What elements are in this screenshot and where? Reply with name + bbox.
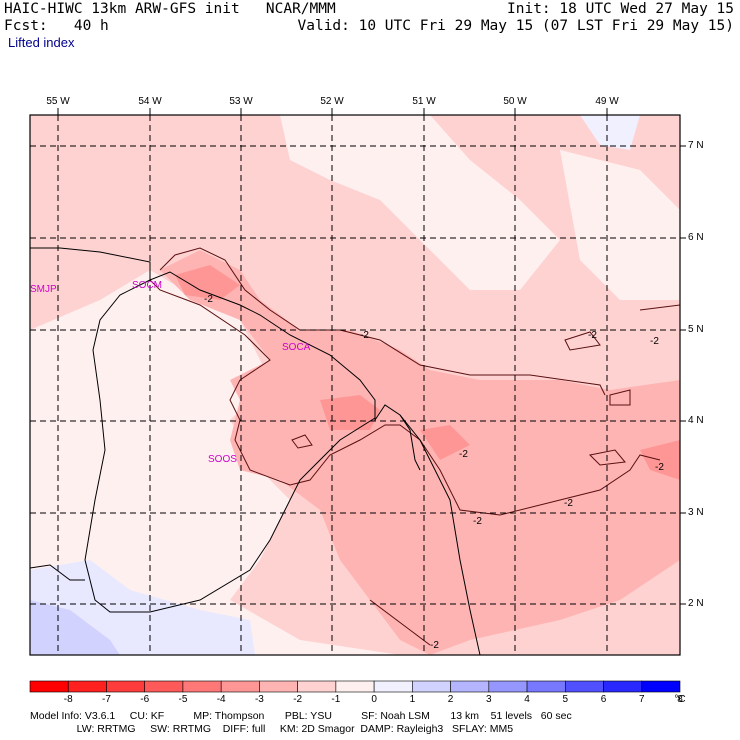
colorbar-swatch — [335, 680, 375, 693]
colorbar-tick-label: 4 — [524, 694, 530, 705]
colorbar-tick-label: 1 — [409, 694, 416, 705]
colorbar-tick-label: 5 — [562, 694, 569, 705]
model-info-line1: Model Info: V3.6.1 CU: KF MP: Thompson P… — [30, 710, 572, 722]
contour-label: -2 — [459, 449, 468, 460]
colorbar-tick-label: 7 — [638, 694, 645, 705]
colorbar-swatch — [564, 680, 604, 693]
colorbar-swatch — [526, 680, 566, 693]
colorbar — [29, 680, 681, 693]
colorbar-tick-label: -2 — [293, 694, 303, 705]
contour-label: -2 — [360, 330, 369, 341]
colorbar-swatch — [603, 680, 643, 693]
colorbar-tick-label: 3 — [486, 694, 492, 705]
forecast-hour: Fcst: 40 h — [4, 18, 109, 34]
colorbar-tick-label: 0 — [371, 694, 377, 705]
axis-ticks — [57, 108, 686, 605]
colorbar-swatch — [106, 680, 146, 693]
colorbar-swatch — [297, 680, 337, 693]
lat-label: 5 N — [688, 324, 704, 335]
field-name: Lifted index — [8, 35, 75, 50]
colorbar-tick-label: 2 — [447, 694, 454, 705]
lat-label: 3 N — [688, 507, 704, 518]
colorbar-tick-label: -7 — [102, 694, 111, 705]
lat-label: 4 N — [688, 415, 704, 426]
lat-label: 2 N — [688, 598, 704, 609]
valid-time: Valid: 10 UTC Fri 29 May 15 (07 LST Fri … — [297, 18, 735, 34]
lon-label: 55 W — [46, 96, 70, 107]
lat-label: 7 N — [688, 140, 704, 151]
colorbar-swatch — [412, 680, 451, 693]
colorbar-unit: °C — [674, 694, 686, 705]
lon-label: 51 W — [412, 96, 436, 107]
colorbar-tick-label: 8 — [677, 694, 683, 705]
colorbar-swatch — [373, 680, 413, 693]
init-time: Init: 18 UTC Wed 27 May 15 — [507, 1, 734, 17]
map-frame — [29, 114, 681, 656]
shaded-field — [30, 115, 680, 655]
model-title: HAIC-HIWC 13km ARW-GFS init NCAR/MMM — [4, 1, 336, 17]
contour-label: -2 — [430, 640, 439, 651]
colorbar-tick-label: -6 — [140, 694, 150, 705]
colorbar-swatch — [259, 680, 298, 693]
colorbar-swatch — [29, 680, 69, 693]
colorbar-swatch — [67, 680, 107, 693]
colorbar-swatch — [488, 680, 528, 693]
colorbar-swatch — [182, 680, 222, 693]
lon-label: 49 W — [595, 96, 619, 107]
colorbar-tick-label: -3 — [254, 694, 264, 705]
model-info-line2: LW: RRTMG SW: RRTMG DIFF: full KM: 2D Sm… — [30, 723, 514, 735]
contour-label: -2 — [204, 294, 213, 305]
colorbar-tick-label: -4 — [216, 694, 226, 705]
colorbar-tick-label: -5 — [178, 694, 188, 705]
contour-label: -2 — [564, 498, 573, 509]
station-soca: SOCA — [282, 342, 311, 353]
station-soos: SOOS — [208, 454, 237, 465]
colorbar-swatch — [144, 680, 184, 693]
colorbar-swatch — [450, 680, 490, 693]
contour-label: -2 — [655, 462, 664, 473]
colorbar-swatch — [641, 680, 681, 693]
lon-label: 52 W — [320, 96, 344, 107]
colorbar-tick-label: 6 — [600, 694, 607, 705]
lat-lon-grid — [30, 115, 680, 655]
colorbar-tick-label: -1 — [331, 694, 341, 705]
station-smjp: SMJP — [30, 284, 57, 295]
lon-label: 54 W — [138, 96, 162, 107]
colorbar-tick-label: -8 — [63, 694, 73, 705]
station-socm: SOCM — [132, 280, 162, 291]
lat-label: 6 N — [688, 232, 704, 243]
contour-label: -2 — [473, 516, 482, 527]
lon-label: 53 W — [229, 96, 253, 107]
colorbar-swatch — [220, 680, 260, 693]
lon-label: 50 W — [503, 96, 527, 107]
contour-label: -2 — [650, 336, 659, 347]
contour-label: -2 — [588, 330, 597, 341]
